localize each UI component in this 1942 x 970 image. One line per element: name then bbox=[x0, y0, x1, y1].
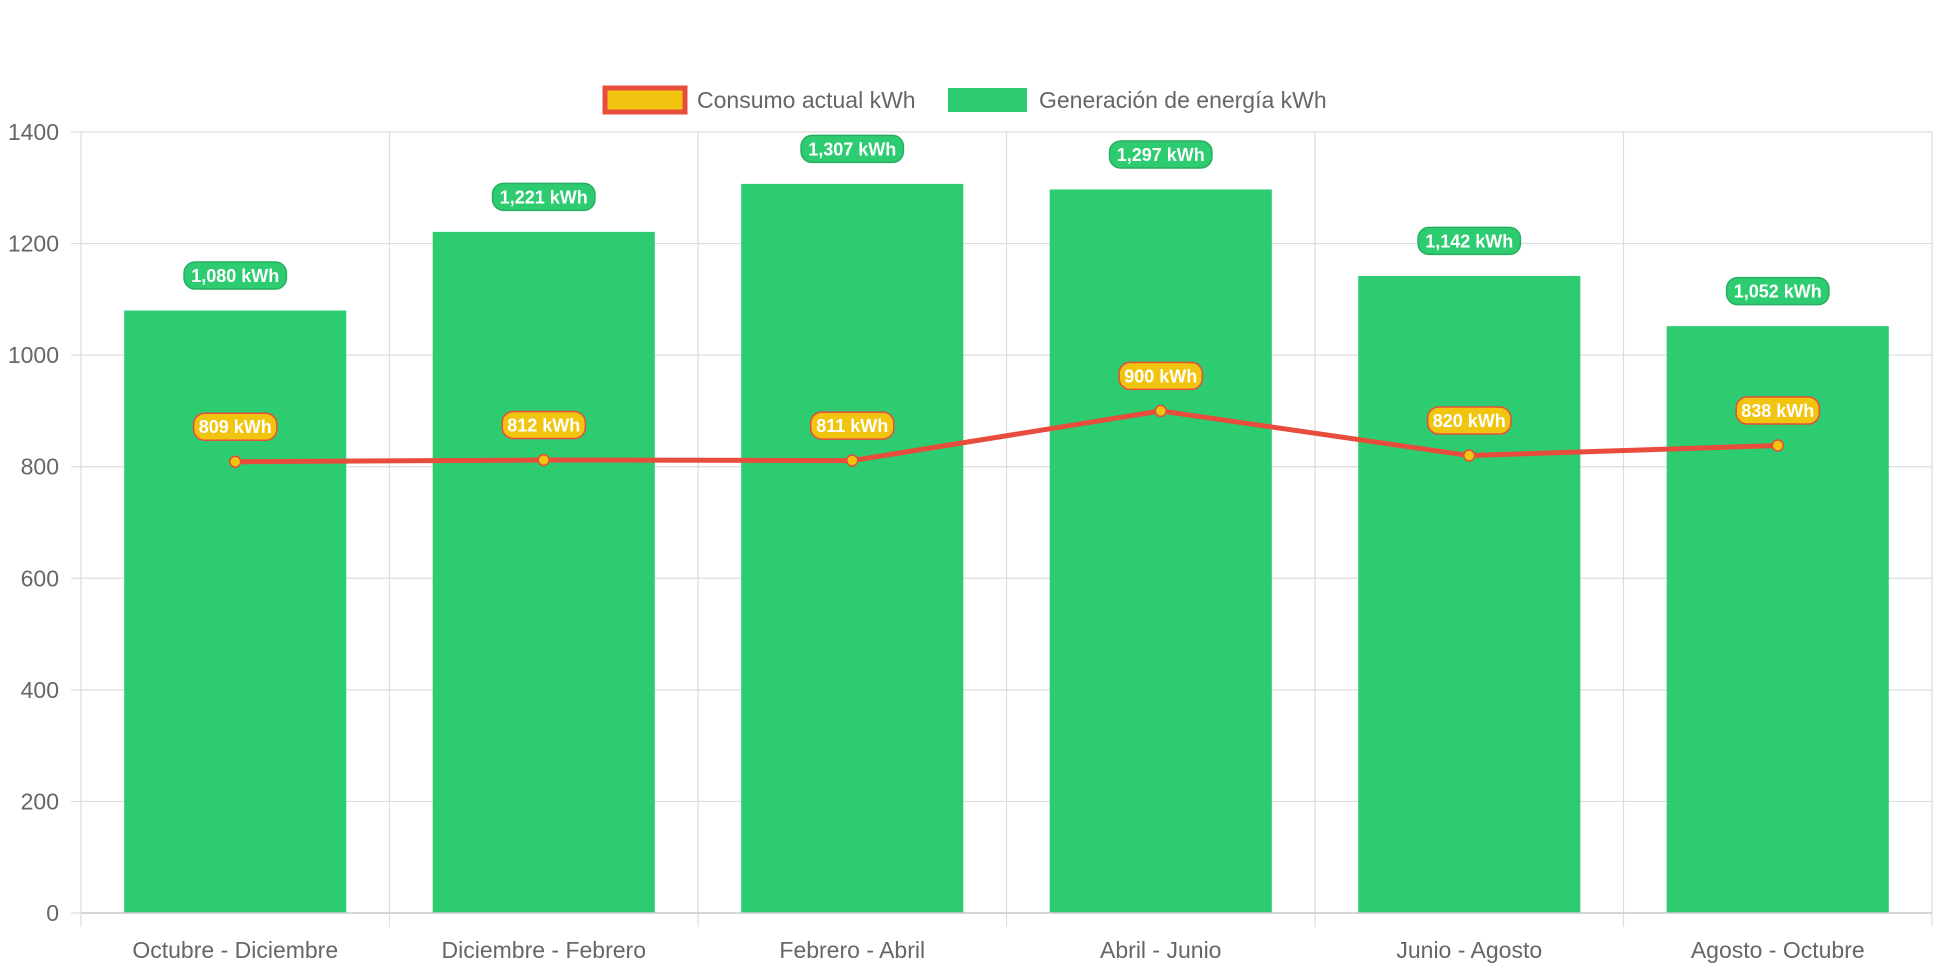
line-point[interactable] bbox=[229, 455, 242, 468]
bar-data-label-text: 1,080 kWh bbox=[191, 266, 279, 286]
bar-series bbox=[124, 183, 1889, 914]
line-data-label: 838 kWh bbox=[1735, 396, 1821, 425]
y-tick-label: 1400 bbox=[8, 119, 59, 145]
legend[interactable]: Consumo actual kWh Generación de energía … bbox=[602, 85, 1327, 115]
line-data-label-bg bbox=[1118, 361, 1204, 391]
legend-item-generacion[interactable]: Generación de energía kWh bbox=[948, 87, 1327, 113]
bar-data-label: 1,221 kWh bbox=[491, 182, 596, 212]
line-data-label-text: 838 kWh bbox=[1741, 401, 1814, 421]
legend-label: Generación de energía kWh bbox=[1039, 87, 1327, 113]
bar-data-label-bg bbox=[491, 182, 596, 212]
line-data-label-text: 820 kWh bbox=[1433, 411, 1506, 431]
y-tick-label: 1200 bbox=[8, 231, 59, 257]
bar-data-label: 1,142 kWh bbox=[1417, 226, 1522, 256]
bar-data-label-text: 1,221 kWh bbox=[500, 187, 588, 207]
line-data-label: 811 kWh bbox=[809, 411, 895, 440]
line-point[interactable] bbox=[537, 453, 550, 467]
line-point[interactable] bbox=[1463, 449, 1476, 462]
line-data-label-text: 811 kWh bbox=[816, 416, 888, 436]
bar-data-label-text: 1,307 kWh bbox=[808, 139, 896, 159]
bar[interactable] bbox=[1358, 275, 1581, 914]
x-tick-label: Diciembre - Febrero bbox=[442, 937, 647, 963]
line-data-label-bg bbox=[501, 410, 587, 440]
legend-label: Consumo actual kWh bbox=[697, 87, 916, 113]
line-data-label-text: 809 kWh bbox=[199, 417, 272, 437]
y-tick-label: 600 bbox=[21, 565, 59, 591]
bar-data-label: 1,297 kWh bbox=[1108, 140, 1213, 169]
bar-data-label: 1,052 kWh bbox=[1725, 276, 1830, 306]
line-data-label: 812 kWh bbox=[501, 410, 587, 440]
bar-data-label-bg bbox=[1725, 276, 1830, 306]
bar-data-label-text: 1,052 kWh bbox=[1734, 282, 1822, 302]
bar-data-label-bg bbox=[1417, 226, 1522, 256]
line-data-label-bg bbox=[192, 412, 278, 441]
legend-swatch-line bbox=[602, 85, 688, 115]
bar[interactable] bbox=[1049, 189, 1272, 913]
x-tick-label: Febrero - Abril bbox=[779, 937, 925, 963]
x-tick-label: Abril - Junio bbox=[1100, 937, 1221, 963]
line-data-label-text: 900 kWh bbox=[1124, 366, 1197, 386]
bar-data-label-bg bbox=[183, 261, 288, 290]
x-tick-label: Octubre - Diciembre bbox=[132, 937, 338, 963]
bar[interactable] bbox=[741, 183, 964, 913]
y-tick-label: 1000 bbox=[8, 342, 59, 368]
axes: 0 200 400 600 800 1000 1200 1400 Octubre - Dicie… bbox=[8, 119, 1932, 963]
bar[interactable] bbox=[124, 310, 347, 913]
grid bbox=[71, 131, 1933, 927]
line-series bbox=[229, 404, 1784, 468]
y-tick-label: 400 bbox=[21, 677, 59, 703]
y-tick-label: 0 bbox=[46, 900, 59, 926]
legend-item-consumo[interactable]: Consumo actual kWh bbox=[602, 85, 916, 115]
x-tick-label: Junio - Agosto bbox=[1396, 937, 1542, 963]
bar-data-label-text: 1,297 kWh bbox=[1117, 145, 1205, 165]
line-point[interactable] bbox=[1154, 404, 1167, 418]
y-tick-label: 200 bbox=[21, 788, 59, 814]
line-data-label: 900 kWh bbox=[1118, 361, 1204, 391]
bar-data-label-bg bbox=[1108, 140, 1213, 169]
line-point[interactable] bbox=[1771, 439, 1784, 452]
line-path bbox=[235, 408, 1778, 465]
line-data-label: 820 kWh bbox=[1426, 406, 1512, 435]
line-data-label-bg bbox=[1735, 396, 1821, 425]
line-data-label: 809 kWh bbox=[192, 412, 278, 441]
bar-data-label-bg bbox=[800, 134, 905, 164]
bar[interactable] bbox=[432, 231, 655, 913]
legend-swatch-bar bbox=[948, 88, 1027, 112]
x-tick-label: Agosto - Octubre bbox=[1691, 937, 1865, 963]
bar-data-label-text: 1,142 kWh bbox=[1425, 231, 1513, 251]
y-tick-label: 800 bbox=[21, 454, 59, 480]
data-labels: 1,080 kWh 1,221 kWh 1,307 kWh 1,297 kWh 1,14… bbox=[183, 134, 1830, 441]
line-data-label-bg bbox=[809, 411, 895, 440]
line-data-label-text: 812 kWh bbox=[507, 416, 580, 436]
line-point[interactable] bbox=[846, 454, 859, 467]
line-data-label-bg bbox=[1426, 406, 1512, 435]
bar-data-label: 1,307 kWh bbox=[800, 134, 905, 164]
bar-data-label: 1,080 kWh bbox=[183, 261, 288, 290]
